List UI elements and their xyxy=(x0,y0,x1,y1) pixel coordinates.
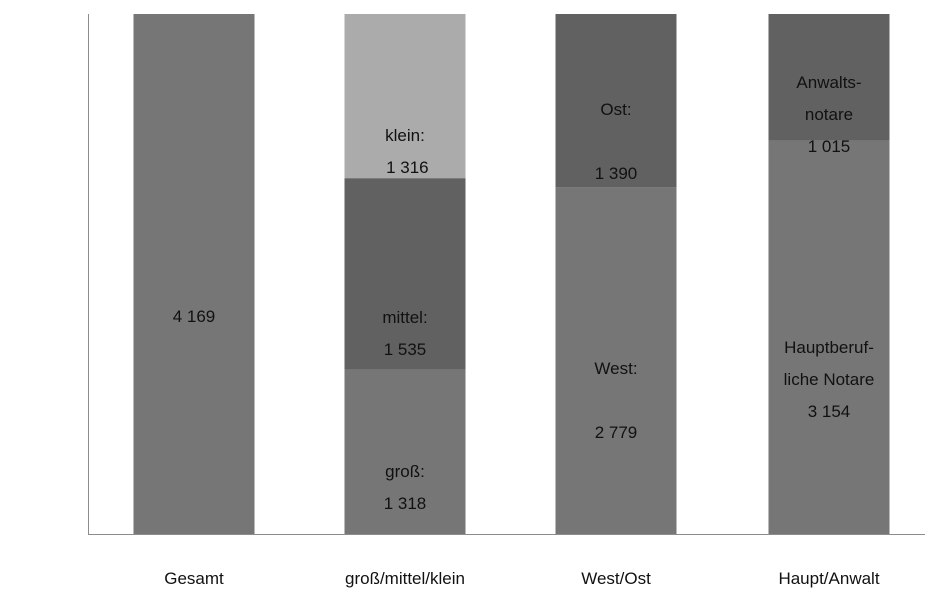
bar-segment-west-ost-1 xyxy=(555,14,677,188)
bar-segment-gro-mittel-klein-1 xyxy=(344,178,466,370)
category-label-gro-mittel-klein: groß/mittel/klein xyxy=(345,569,465,588)
bar-segment-haupt-anwalt-0 xyxy=(768,140,890,534)
segment-label-west-ost-0: West: 2 779 xyxy=(594,359,637,442)
segment-label-west-ost-1: Ost: 1 390 xyxy=(595,100,638,183)
bar-segment-gro-mittel-klein-0 xyxy=(344,369,466,534)
segment-labels-group: 4 169 groß: 1 318 mittel: 1 535 klein: 1 316 W… xyxy=(173,73,875,513)
segment-label-gro-mittel-klein-0: groß: 1 318 xyxy=(384,462,427,513)
segment-label-haupt-anwalt-1: Anwalts-notare 1 015 xyxy=(796,73,861,156)
bars-group xyxy=(133,14,890,534)
bar-segment-haupt-anwalt-1 xyxy=(768,14,890,141)
segment-label-gro-mittel-klein-1: mittel: 1 535 xyxy=(382,308,427,359)
bar-segment-gro-mittel-klein-2 xyxy=(344,14,466,179)
segment-label-gro-mittel-klein-2: klein: 1 316 xyxy=(381,126,428,177)
category-label-west-ost: West/Ost xyxy=(581,569,651,588)
bar-segment-west-ost-0 xyxy=(555,187,677,534)
bar-segment-gesamt-0 xyxy=(133,14,255,534)
category-labels-group: Gesamt groß/mittel/klein West/Ost Haupt/Anw… xyxy=(164,569,880,588)
segment-label-haupt-anwalt-0: Hauptberuf-liche Notare 3 154 xyxy=(784,338,875,421)
segment-label-gesamt-0: 4 169 xyxy=(173,307,216,326)
category-label-gesamt: Gesamt xyxy=(164,569,224,588)
category-label-haupt-anwalt: Haupt/Anwalt xyxy=(778,569,879,588)
